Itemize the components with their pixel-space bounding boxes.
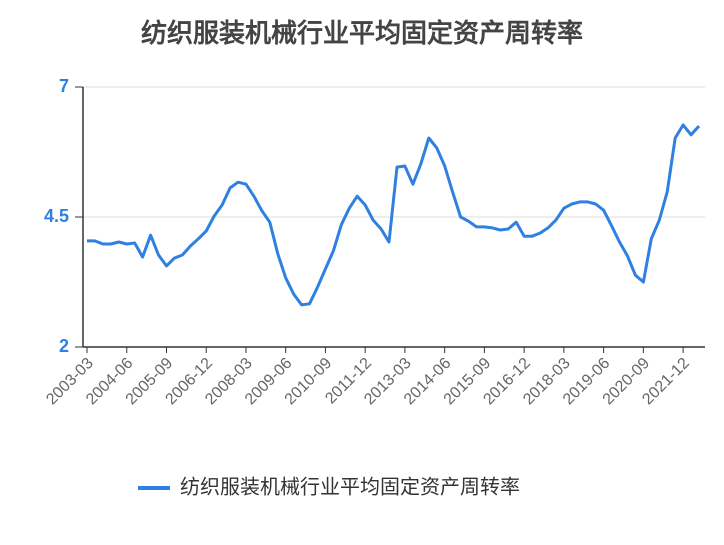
y-tick-label: 4.5 bbox=[44, 206, 69, 226]
y-tick-label: 2 bbox=[59, 336, 69, 356]
legend-label: 纺织服装机械行业平均固定资产周转率 bbox=[180, 475, 520, 498]
data-line bbox=[87, 123, 701, 307]
chart-title: 纺织服装机械行业平均固定资产周转率 bbox=[141, 18, 583, 48]
y-tick-label: 7 bbox=[59, 76, 69, 96]
